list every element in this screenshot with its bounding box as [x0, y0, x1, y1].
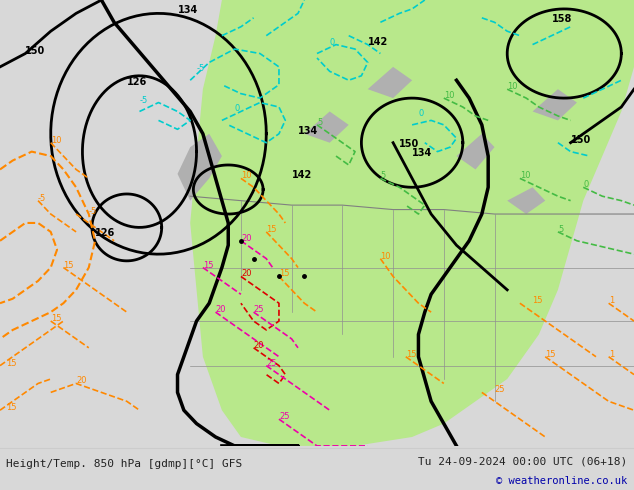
Polygon shape	[368, 67, 412, 98]
Text: 150: 150	[399, 139, 420, 149]
Text: 5: 5	[380, 172, 385, 180]
Text: 20: 20	[241, 234, 252, 243]
Polygon shape	[190, 0, 634, 446]
Text: -5: -5	[139, 96, 148, 104]
Text: 150: 150	[571, 135, 591, 145]
Text: 15: 15	[6, 359, 17, 368]
Polygon shape	[456, 134, 495, 170]
Text: 0: 0	[235, 104, 240, 114]
Polygon shape	[507, 187, 545, 214]
Text: 25: 25	[254, 305, 264, 314]
Text: 5: 5	[558, 225, 563, 234]
Text: -5: -5	[89, 207, 97, 216]
Text: 15: 15	[266, 225, 277, 234]
Text: -5: -5	[197, 64, 205, 74]
Polygon shape	[228, 0, 444, 98]
Text: 10: 10	[507, 82, 518, 91]
Text: Tu 24-09-2024 00:00 UTC (06+18): Tu 24-09-2024 00:00 UTC (06+18)	[418, 456, 628, 466]
Text: 1: 1	[609, 296, 614, 305]
Polygon shape	[501, 0, 634, 89]
Text: 10: 10	[444, 91, 455, 100]
Text: 15: 15	[63, 261, 74, 270]
Text: 15: 15	[545, 350, 556, 359]
Text: 126: 126	[95, 228, 115, 238]
Text: 15: 15	[6, 403, 17, 412]
Polygon shape	[178, 134, 222, 201]
Text: 10: 10	[380, 252, 391, 261]
Text: 20: 20	[76, 376, 87, 386]
Text: 25: 25	[495, 386, 505, 394]
Text: 134: 134	[298, 126, 318, 136]
Text: 10: 10	[51, 136, 61, 145]
Text: 20: 20	[241, 270, 252, 278]
Text: 0: 0	[583, 180, 588, 189]
Text: 150: 150	[25, 46, 46, 55]
Text: Height/Temp. 850 hPa [gdmp][°C] GFS: Height/Temp. 850 hPa [gdmp][°C] GFS	[6, 459, 243, 468]
Text: 134: 134	[412, 148, 432, 158]
Text: 15: 15	[406, 350, 417, 359]
Text: 142: 142	[368, 37, 388, 47]
Text: 25: 25	[266, 359, 277, 368]
Polygon shape	[533, 89, 577, 121]
Text: © weatheronline.co.uk: © weatheronline.co.uk	[496, 476, 628, 486]
Text: -5: -5	[38, 194, 46, 203]
Text: 134: 134	[178, 5, 198, 15]
Text: 20: 20	[254, 341, 264, 350]
Text: 126: 126	[127, 77, 147, 87]
Polygon shape	[304, 112, 349, 143]
Text: 142: 142	[292, 171, 312, 180]
Text: 15: 15	[533, 296, 543, 305]
Text: 15: 15	[203, 261, 214, 270]
Text: 25: 25	[279, 412, 290, 421]
Text: 15: 15	[279, 270, 290, 278]
Text: 1: 1	[609, 350, 614, 359]
Text: 0: 0	[418, 109, 424, 118]
Text: 15: 15	[51, 314, 61, 323]
Text: 0: 0	[330, 38, 335, 47]
Text: 20: 20	[216, 305, 226, 314]
Text: 158: 158	[552, 14, 572, 24]
Text: 10: 10	[520, 172, 531, 180]
Text: 5: 5	[317, 118, 322, 127]
Text: 10: 10	[241, 172, 252, 180]
